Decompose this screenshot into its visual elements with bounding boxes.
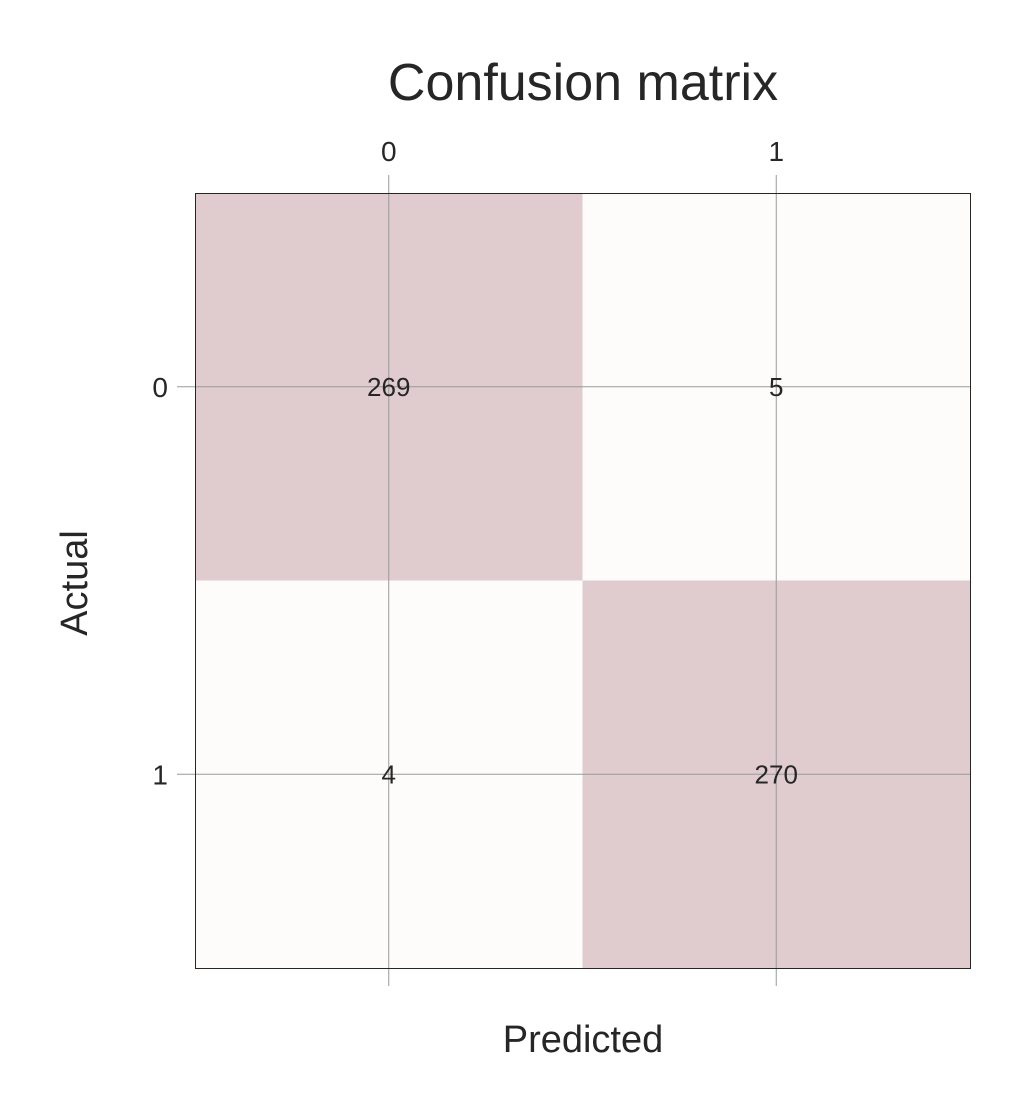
- x-tick-label: 1: [768, 136, 784, 167]
- x-axis-label: Predicted: [503, 1019, 664, 1061]
- chart-title: Confusion matrix: [388, 54, 778, 112]
- cell-value-label: 270: [755, 759, 798, 789]
- y-axis-label: Actual: [54, 530, 96, 636]
- x-tick-label: 0: [381, 136, 397, 167]
- cell-value-label: 5: [769, 372, 783, 402]
- cell-value-label: 4: [382, 759, 396, 789]
- cell-value-labels: 269 5 4 270: [367, 372, 798, 790]
- gridlines: [177, 175, 970, 986]
- tick-labels: 0 1 0 1: [152, 136, 784, 790]
- y-tick-label: 0: [152, 372, 168, 403]
- y-tick-label: 1: [152, 759, 168, 790]
- heatmap-cells: [195, 193, 971, 969]
- cell-value-label: 269: [367, 372, 410, 402]
- plot-frame: [195, 193, 971, 969]
